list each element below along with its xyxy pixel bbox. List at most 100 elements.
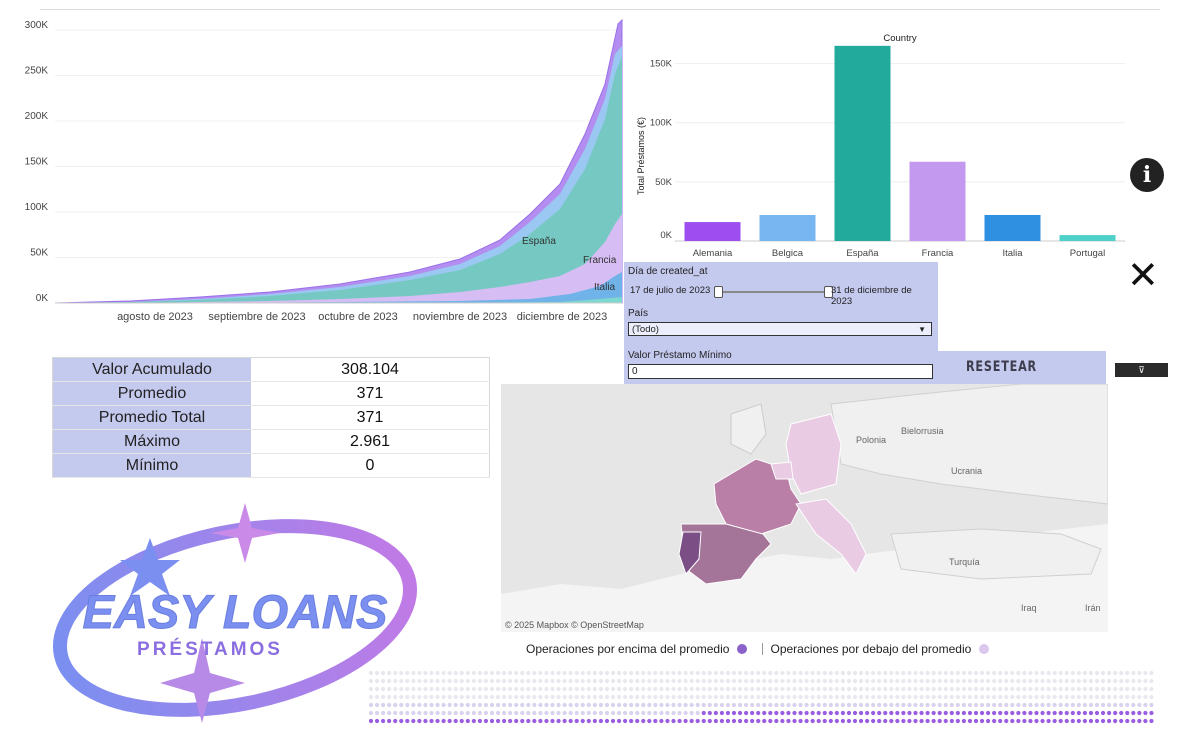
decor-dot	[405, 694, 410, 700]
decor-dot	[768, 710, 773, 716]
decor-dot	[846, 702, 852, 708]
close-icon[interactable]: ✕	[1127, 253, 1159, 297]
decor-dot	[961, 710, 967, 716]
decor-dot	[804, 694, 809, 700]
download-icon[interactable]: ⊽	[1115, 363, 1168, 377]
cumulative-area-chart[interactable]: 0K 50K 100K 150K 200K 250K 300K España Francia…	[0, 14, 625, 330]
decor-dot	[610, 718, 616, 724]
decor-dot	[1094, 694, 1100, 700]
map-canvas[interactable]: Polonia Bielorrusia Ucrania Turquía Iraq…	[501, 383, 1109, 632]
decor-dot	[441, 678, 446, 684]
country-bar-chart[interactable]: Country Total Préstamos (€) 0K 50K 100K 150…	[628, 24, 1128, 264]
decor-dot	[623, 686, 628, 692]
bar-francia[interactable]	[909, 161, 966, 241]
decor-dot	[671, 678, 676, 684]
decor-dot	[381, 718, 386, 724]
country-select[interactable]: (Todo) ▼	[628, 322, 932, 336]
decor-dot	[1052, 670, 1057, 676]
bar-italia[interactable]	[984, 214, 1041, 241]
info-icon[interactable]: i	[1130, 158, 1164, 192]
map-country-germany[interactable]	[785, 413, 842, 495]
decor-dot	[737, 702, 743, 708]
map-label-polonia: Polonia	[856, 435, 886, 445]
decor-dot	[889, 710, 894, 716]
decor-dot	[459, 710, 464, 716]
decor-dot	[1143, 694, 1148, 700]
decor-dot	[931, 678, 936, 684]
decor-dot	[550, 686, 555, 692]
bar-alemania[interactable]	[684, 222, 741, 241]
map-country-portugal[interactable]	[678, 531, 702, 575]
slider-start-handle[interactable]	[714, 286, 723, 298]
bar-chart-bars[interactable]	[684, 45, 1116, 242]
bar-belgica[interactable]	[759, 214, 816, 241]
decor-dot	[707, 702, 712, 708]
europe-map[interactable]: Polonia Bielorrusia Ucrania Turquía Iraq…	[501, 383, 1109, 632]
decor-dot	[810, 670, 815, 676]
decor-dot	[405, 702, 410, 708]
slider-track[interactable]	[718, 291, 828, 293]
decor-dot	[1119, 678, 1124, 684]
decor-dot	[399, 710, 404, 716]
decor-dot	[393, 702, 398, 708]
decor-dot	[411, 702, 416, 708]
decor-dot	[411, 718, 416, 724]
stat-value: 2.961	[251, 429, 490, 454]
decor-dot	[562, 710, 567, 716]
decor-dot	[737, 678, 743, 684]
date-range-slider[interactable]: 17 de julio de 2023 31 de diciembre de 2…	[630, 284, 934, 307]
decor-dot	[992, 694, 997, 700]
decor-dot	[635, 718, 640, 724]
decor-dot	[604, 686, 610, 692]
filter-panel: Día de created_at 17 de julio de 2023 31…	[624, 262, 938, 385]
decor-dot	[665, 702, 670, 708]
map-country-spain[interactable]	[680, 523, 772, 585]
decor-dot	[1088, 694, 1094, 700]
decor-dot	[689, 670, 694, 676]
map-attribution[interactable]: © 2025 Mapbox © OpenStreetMap	[505, 620, 644, 630]
legend-above-label: Operaciones por encima del promedio	[526, 642, 730, 656]
decor-dot	[961, 702, 967, 708]
decor-dot	[731, 670, 737, 676]
decor-dot	[423, 702, 428, 708]
decor-dot	[877, 686, 882, 692]
map-country-belgium[interactable]	[770, 461, 794, 480]
decor-dot	[1107, 702, 1112, 708]
decor-dot	[689, 702, 694, 708]
decor-dot	[393, 718, 398, 724]
decor-dot	[943, 670, 948, 676]
min-value-input[interactable]: 0	[628, 364, 933, 379]
decor-dot	[798, 694, 803, 700]
decor-dot	[816, 686, 821, 692]
decor-dot	[374, 670, 380, 676]
decor-dot	[804, 702, 809, 708]
decor-dot	[967, 694, 973, 700]
decor-dot	[1137, 670, 1142, 676]
bar-españa[interactable]	[834, 45, 891, 242]
decor-dot	[804, 670, 809, 676]
decor-dot	[1028, 670, 1033, 676]
decor-dot	[895, 718, 900, 724]
decor-dot	[919, 694, 924, 700]
decor-dot	[998, 718, 1003, 724]
slider-end-handle[interactable]	[824, 286, 833, 298]
map-country-italy[interactable]	[795, 498, 867, 575]
min-value-label: Valor Préstamo Mínimo	[628, 350, 732, 361]
decor-dot	[520, 670, 525, 676]
decor-dot	[1094, 686, 1100, 692]
decor-dot	[840, 670, 845, 676]
area-chart-series[interactable]	[54, 18, 623, 304]
decor-dot	[907, 718, 912, 724]
reset-button[interactable]: RESETEAR	[966, 359, 1037, 375]
bar-portugal[interactable]	[1059, 235, 1116, 241]
decor-dot	[858, 694, 864, 700]
decor-dot	[1076, 678, 1081, 684]
decor-dot	[695, 686, 700, 692]
decor-dot	[786, 710, 791, 716]
decor-dot	[387, 678, 392, 684]
decor-dot	[865, 710, 870, 716]
table-row: Máximo 2.961	[52, 429, 490, 454]
decor-dot	[689, 710, 694, 716]
decor-dot	[399, 670, 404, 676]
decor-dot	[604, 718, 610, 724]
